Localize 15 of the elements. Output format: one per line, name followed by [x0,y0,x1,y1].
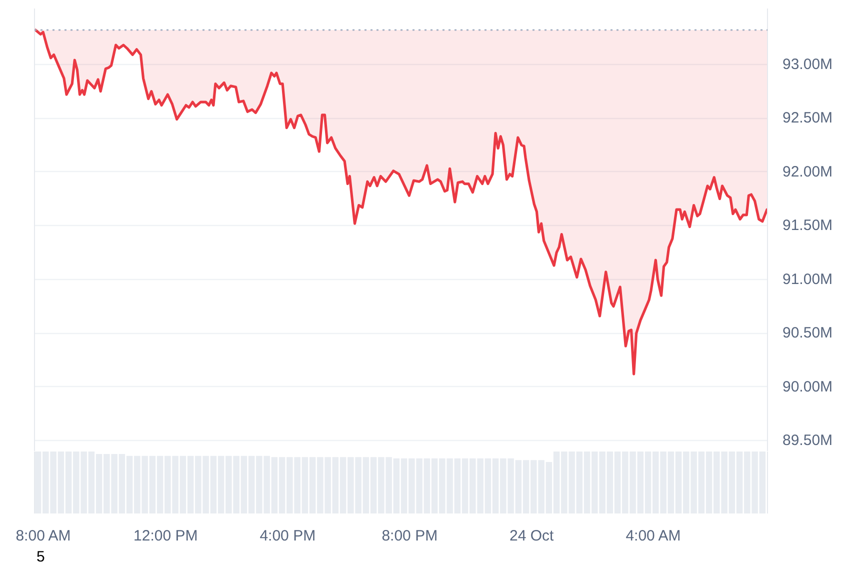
y-tick-label: 89.50M [782,432,833,450]
x-tick-label: 8:00 AM [16,528,71,544]
y-tick-label: 91.50M [782,217,833,234]
y-tick-label: 92.50M [782,110,833,127]
x-tick-label: 8:00 PM [382,528,438,544]
y-tick-label: 92.00M [782,163,833,180]
y-tick-label: 90.50M [782,324,833,342]
y-tick-label: 93.00M [782,56,833,73]
x-tick-label: 4:00 PM [260,528,316,544]
x-tick-label: 24 Oct [510,528,555,544]
text: 5 [36,548,45,566]
x-tick-label: 4:00 AM [626,528,681,544]
y-tick-label: 91.00M [782,270,833,288]
x-tick-label: 12:00 PM [134,528,198,544]
y-tick-label: 90.00M [782,378,833,396]
